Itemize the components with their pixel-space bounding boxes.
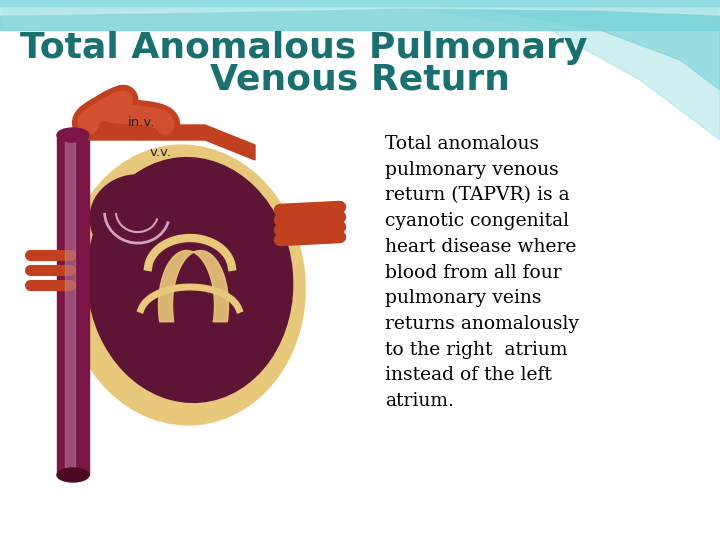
Polygon shape <box>89 125 255 160</box>
Text: in.v.: in.v. <box>128 116 156 129</box>
Bar <box>0 0 720 30</box>
Ellipse shape <box>90 175 190 265</box>
Bar <box>57 135 89 475</box>
Ellipse shape <box>65 145 305 425</box>
Text: Total Anomalous Pulmonary: Total Anomalous Pulmonary <box>20 31 588 65</box>
Bar <box>0 0 720 6</box>
Ellipse shape <box>205 192 275 258</box>
Polygon shape <box>350 0 720 90</box>
Bar <box>65 135 75 475</box>
Polygon shape <box>0 0 720 15</box>
Ellipse shape <box>87 158 292 402</box>
Text: v.v.: v.v. <box>150 146 172 159</box>
Ellipse shape <box>57 128 89 142</box>
Text: Total anomalous
pulmonary venous
return (TAPVR) is a
cyanotic congenital
heart d: Total anomalous pulmonary venous return … <box>385 135 579 410</box>
Text: Venous Return: Venous Return <box>210 63 510 97</box>
Polygon shape <box>300 0 720 140</box>
Ellipse shape <box>57 468 89 482</box>
